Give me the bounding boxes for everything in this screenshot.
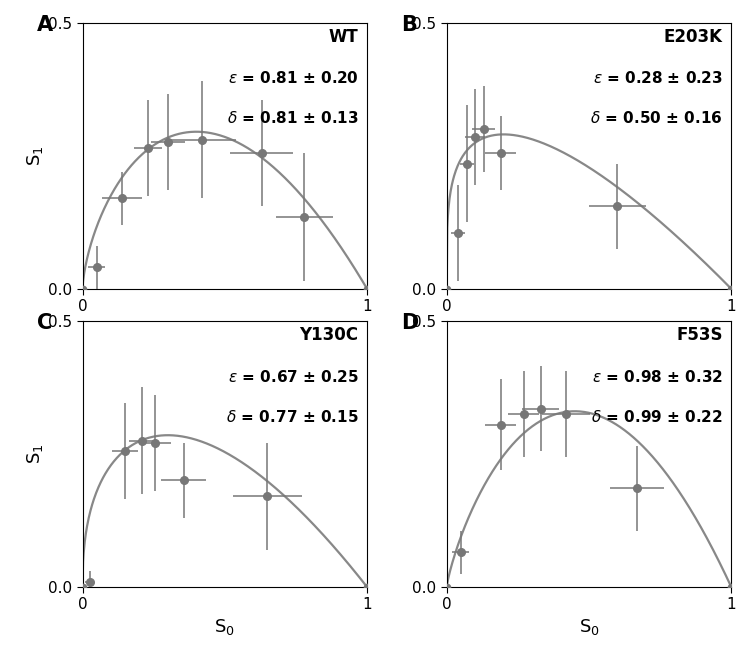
Text: E203K: E203K (664, 28, 723, 46)
Text: $\delta$ = 0.77 ± 0.15: $\delta$ = 0.77 ± 0.15 (226, 408, 358, 424)
Text: $\epsilon$ = 0.98 ± 0.32: $\epsilon$ = 0.98 ± 0.32 (592, 369, 723, 384)
Text: $\delta$ = 0.50 ± 0.16: $\delta$ = 0.50 ± 0.16 (590, 110, 723, 126)
Y-axis label: S$_1$: S$_1$ (26, 444, 45, 464)
Text: $\delta$ = 0.99 ± 0.22: $\delta$ = 0.99 ± 0.22 (591, 408, 723, 424)
Text: A: A (37, 15, 53, 35)
Text: WT: WT (328, 28, 358, 46)
Text: $\epsilon$ = 0.81 ± 0.20: $\epsilon$ = 0.81 ± 0.20 (228, 70, 358, 86)
X-axis label: S$_0$: S$_0$ (578, 617, 599, 637)
X-axis label: S$_0$: S$_0$ (214, 617, 236, 637)
Text: $\epsilon$ = 0.67 ± 0.25: $\epsilon$ = 0.67 ± 0.25 (228, 369, 358, 384)
Text: B: B (401, 15, 417, 35)
Text: C: C (37, 313, 52, 333)
Text: F53S: F53S (676, 326, 723, 344)
Y-axis label: S$_1$: S$_1$ (26, 145, 45, 166)
Text: $\epsilon$ = 0.28 ± 0.23: $\epsilon$ = 0.28 ± 0.23 (593, 70, 723, 86)
Text: Y130C: Y130C (299, 326, 358, 344)
Text: $\delta$ = 0.81 ± 0.13: $\delta$ = 0.81 ± 0.13 (226, 110, 358, 126)
Text: D: D (401, 313, 418, 333)
